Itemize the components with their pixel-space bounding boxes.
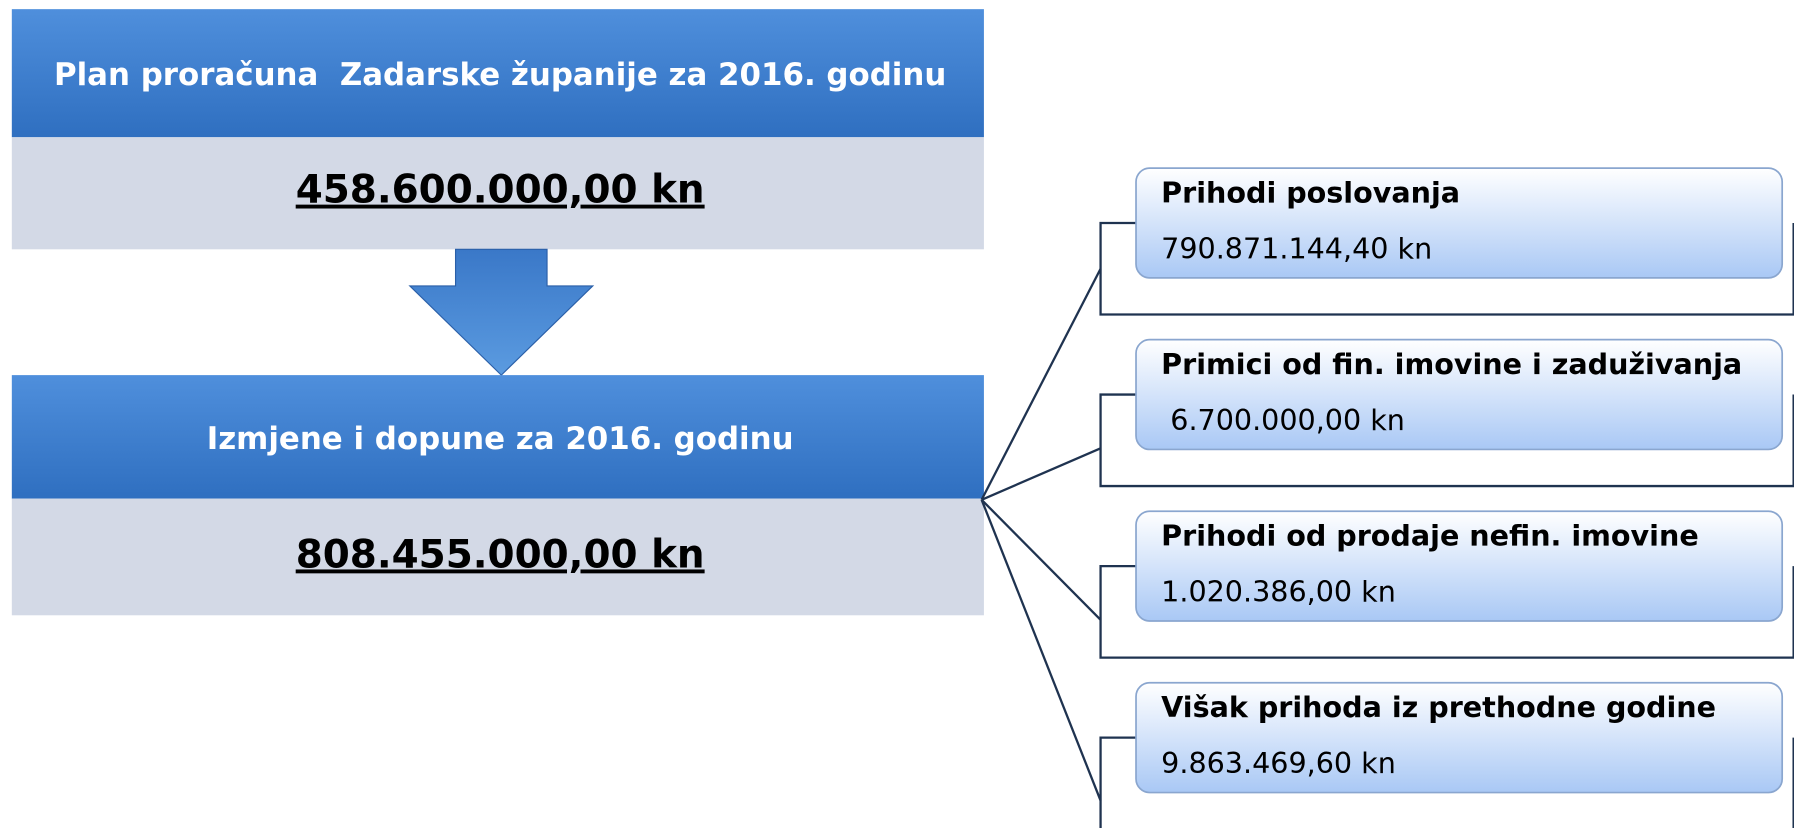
revision-header [11,375,984,499]
plan-box: Plan proračuna Zadarske županije za 2016… [11,9,984,250]
plan-header [11,9,984,138]
connector [980,499,1102,801]
items: Prihodi poslovanja 790.871.144,40 kn Primi… [980,167,1794,828]
item-label: Prihodi od prodaje nefin. imovine [1161,519,1699,553]
revision-body [11,498,984,616]
plan-amount: 458.600.000,00 kn [296,168,705,213]
plan-title: Plan proračuna Zadarske županije za 2016… [54,57,946,93]
item-box [1135,681,1784,794]
item-value: 6.700.000,00 kn [1161,403,1405,437]
revision-amount: 808.455.000,00 kn [296,532,705,577]
connector [980,268,1102,501]
down-arrow [408,248,595,376]
revision-title: Izmjene i dopune za 2016. godinu [207,421,794,457]
item-label: Prihodi poslovanja [1161,175,1460,209]
plan-body [11,137,984,250]
item-label: Višak prihoda iz prethodne godine [1161,690,1716,724]
revision-box: Izmjene i dopune za 2016. godinu 808.455… [11,375,984,616]
item-value: 1.020.386,00 kn [1161,575,1396,609]
item-label: Primici od fin. imovine i zaduživanja [1161,347,1742,381]
item-value: 790.871.144,40 kn [1161,231,1432,265]
connector [981,447,1102,501]
item-box [1135,338,1784,451]
item-box [1135,510,1784,622]
connector [980,498,1102,621]
item-value: 9.863.469,60 kn [1161,746,1396,780]
item-box [1135,167,1784,279]
